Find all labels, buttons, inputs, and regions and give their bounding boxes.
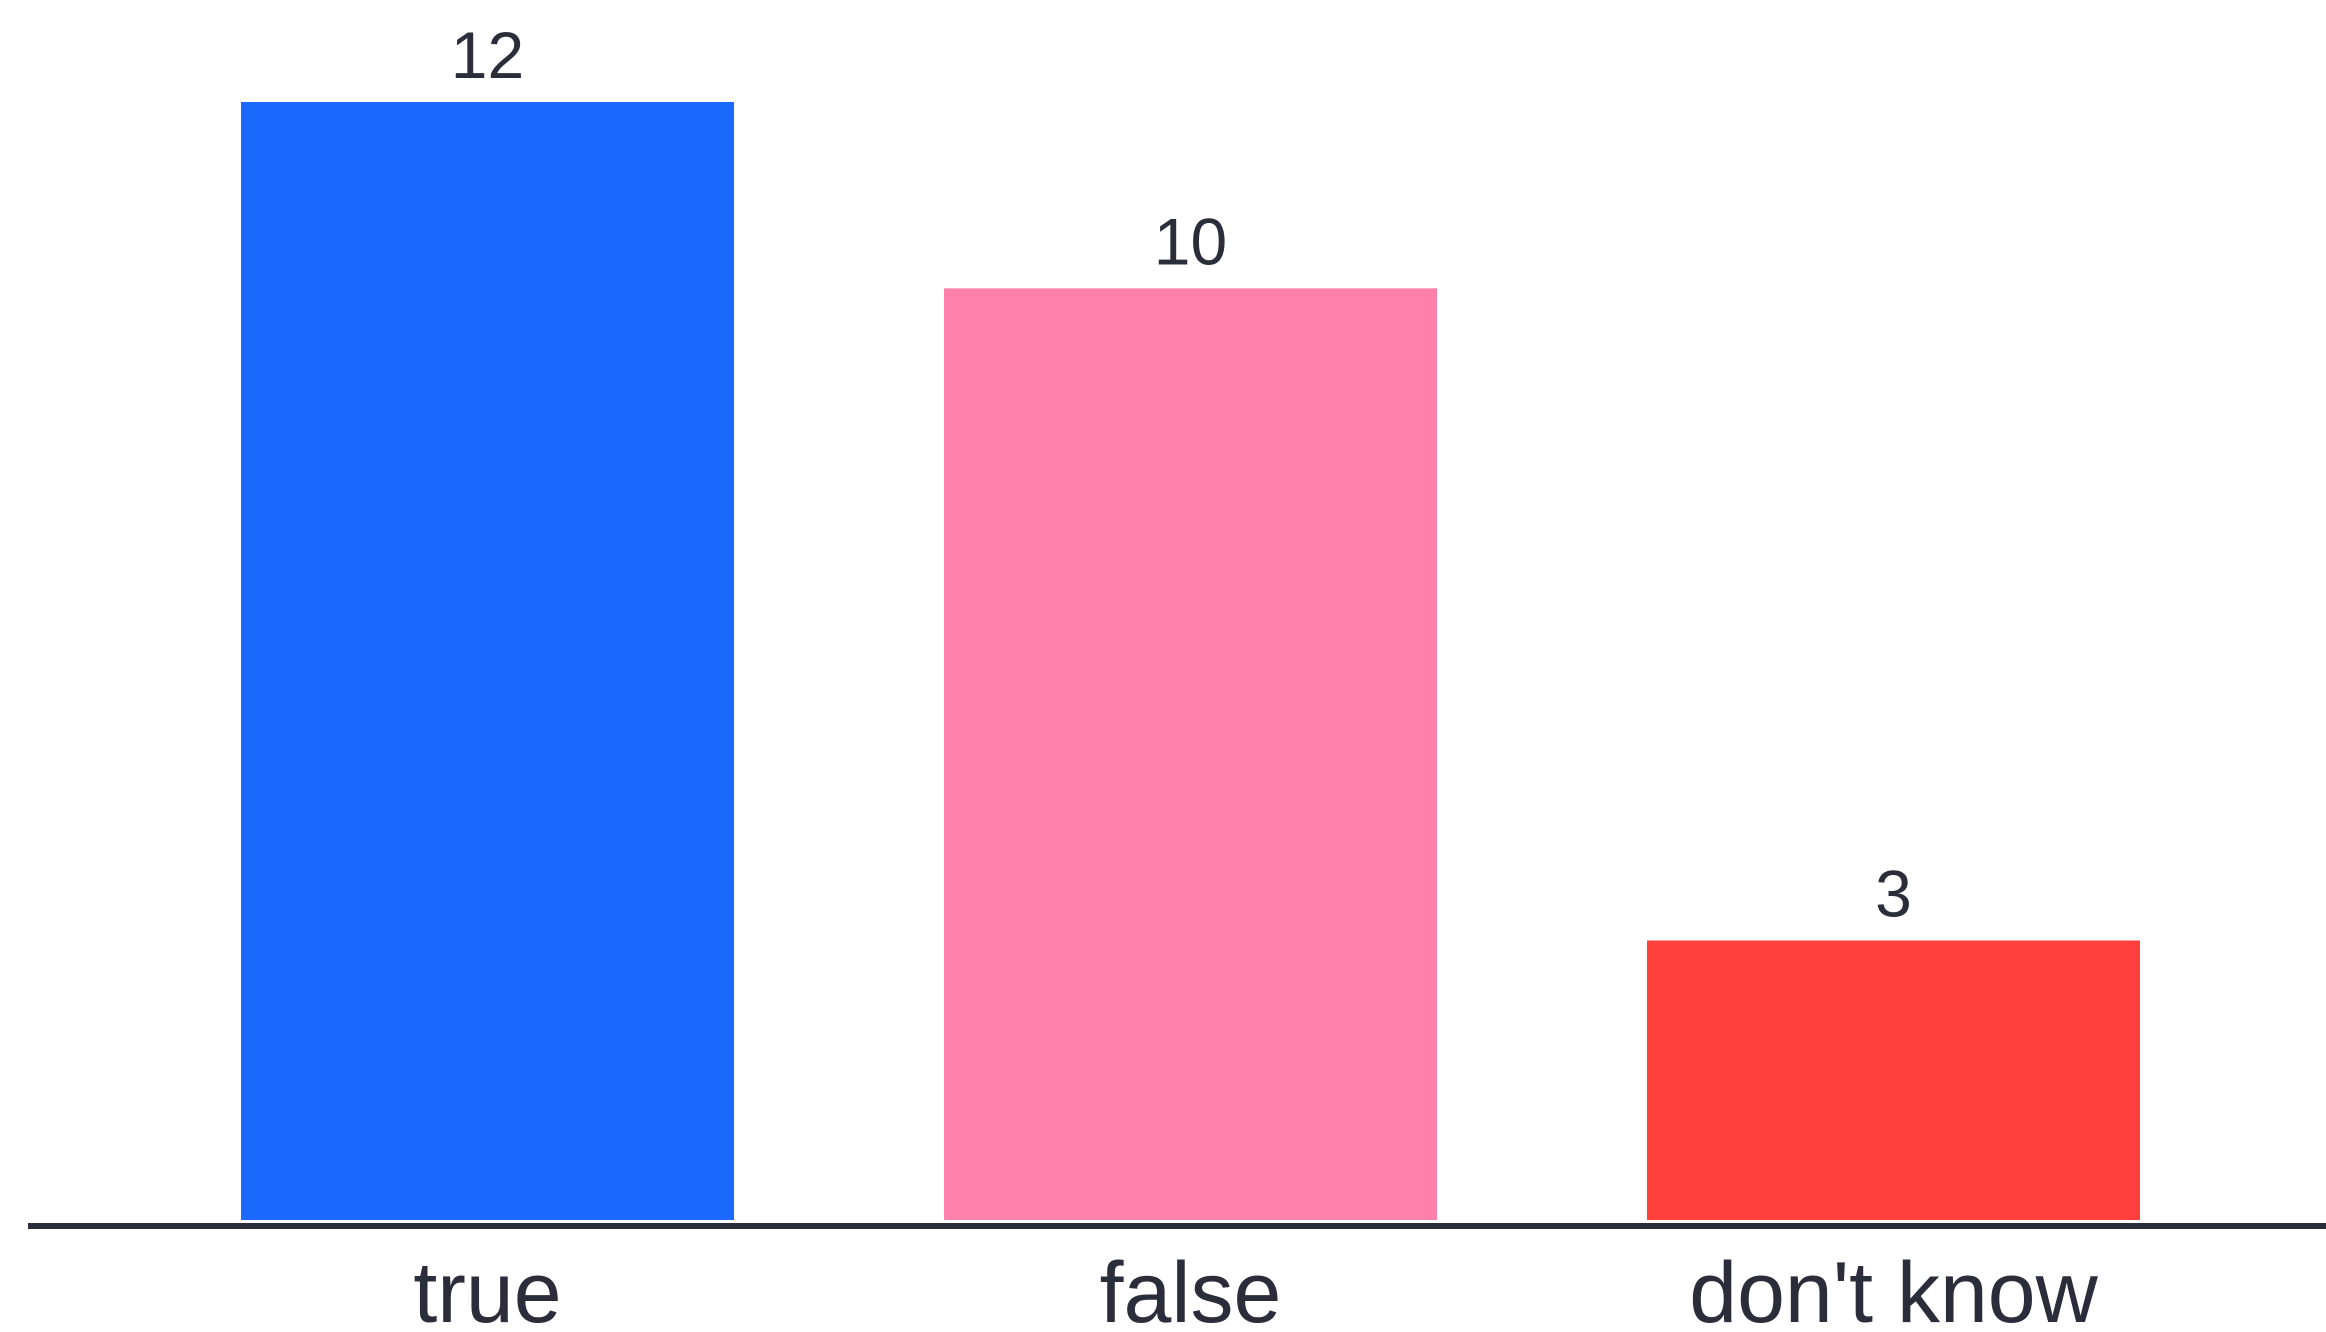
value-labels-layer: 12 10 3 xyxy=(451,18,1912,931)
bar-don-t-know xyxy=(1647,940,2140,1220)
bars-layer xyxy=(241,102,2140,1220)
bar-false xyxy=(944,288,1437,1220)
category-label-don-t-know: don't know xyxy=(1689,1245,2098,1332)
value-label-true: 12 xyxy=(451,18,524,92)
value-label-don-t-know: 3 xyxy=(1875,857,1912,931)
bar-true xyxy=(241,102,734,1220)
value-label-false: 10 xyxy=(1154,204,1227,278)
category-labels-layer: true false don't know xyxy=(413,1245,2098,1332)
category-label-true: true xyxy=(413,1245,561,1332)
category-label-false: false xyxy=(1100,1245,1282,1332)
